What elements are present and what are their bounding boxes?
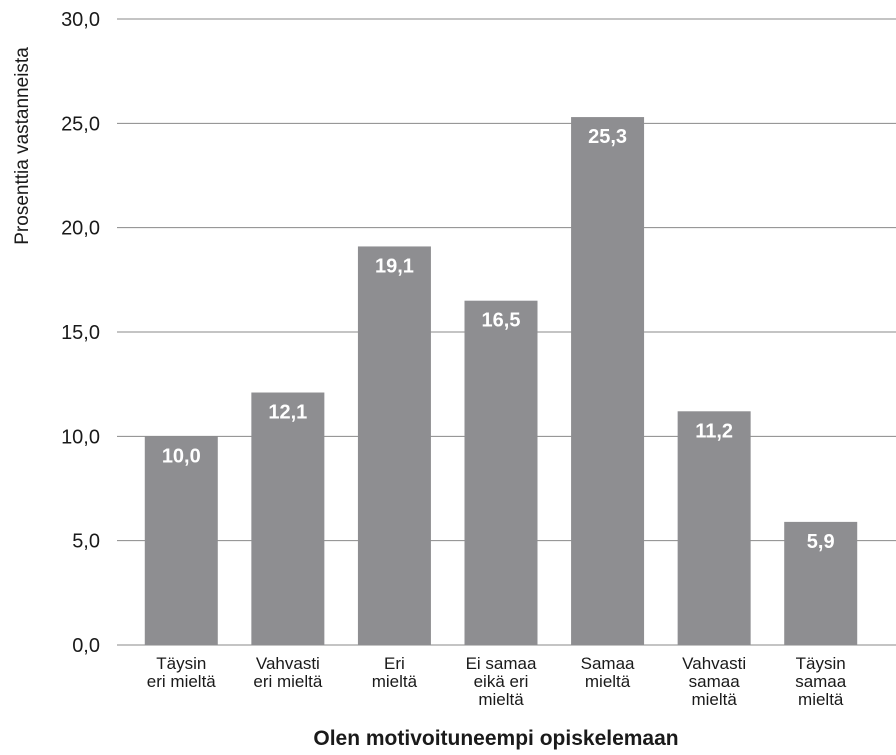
category-label: mieltä [798, 690, 844, 709]
bar [464, 300, 538, 645]
y-tick-labels: 0,0 5,0 10,0 15,0 20,0 25,0 30,0 [61, 9, 100, 657]
category-label: Vahvasti [256, 654, 320, 673]
category-label: mieltä [478, 690, 524, 709]
bar [144, 436, 218, 645]
y-tick-label: 10,0 [61, 426, 100, 448]
y-tick-label: 15,0 [61, 322, 100, 344]
y-axis-title: Prosenttia vastanneista [12, 47, 33, 245]
y-tick-label: 30,0 [61, 9, 100, 31]
y-tick-label: 25,0 [61, 113, 100, 135]
category-label: samaa [689, 672, 741, 691]
bar-value-label: 19,1 [375, 255, 414, 277]
category-label: mieltä [691, 690, 737, 709]
y-tick-label: 0,0 [72, 635, 100, 657]
category-label: Ei samaa [466, 654, 537, 673]
bar-value-label: 5,9 [807, 531, 835, 553]
bar [571, 117, 645, 645]
bar [357, 246, 431, 646]
bar-value-label: 16,5 [482, 310, 521, 332]
y-tick-label: 5,0 [72, 531, 100, 553]
bar-value-label: 10,0 [162, 445, 201, 467]
y-tick-label: 20,0 [61, 218, 100, 240]
category-label: Täysin [156, 654, 206, 673]
bars: 10,0 12,1 19,1 16,5 25,3 11,2 5,9 [144, 117, 858, 646]
bar-value-label: 11,2 [695, 420, 733, 442]
category-label: Täysin [796, 654, 846, 673]
bar [784, 521, 858, 645]
x-axis-title: Olen motivoituneempi opiskelemaan [313, 727, 678, 750]
category-label: mieltä [372, 672, 418, 691]
category-label: eri mieltä [253, 672, 323, 691]
category-label: eri mieltä [147, 672, 217, 691]
category-label: Samaa [581, 654, 635, 673]
category-label: mieltä [585, 672, 631, 691]
category-label: Eri [384, 654, 405, 673]
category-label: eikä eri [474, 672, 529, 691]
bar [677, 411, 751, 645]
bar [251, 392, 325, 645]
category-label: samaa [795, 672, 847, 691]
bar-value-label: 25,3 [588, 126, 627, 148]
category-label: Vahvasti [682, 654, 746, 673]
bar-value-label: 12,1 [268, 402, 307, 424]
